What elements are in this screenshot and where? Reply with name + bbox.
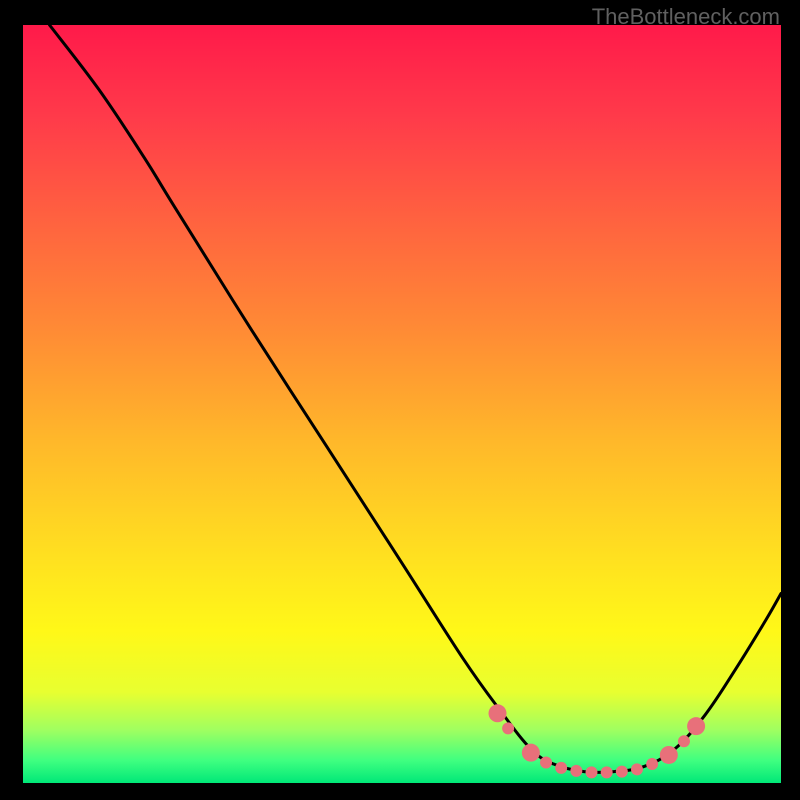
marker-point	[601, 766, 613, 778]
marker-point	[555, 762, 567, 774]
gradient-background	[23, 25, 781, 783]
marker-point	[502, 722, 514, 734]
bottleneck-chart	[23, 25, 781, 783]
marker-point	[540, 757, 552, 769]
marker-point	[616, 766, 628, 778]
marker-point	[522, 744, 540, 762]
marker-point	[687, 717, 705, 735]
marker-point	[570, 765, 582, 777]
marker-point	[660, 746, 678, 764]
marker-point	[646, 758, 658, 770]
chart-svg	[23, 25, 781, 783]
marker-point	[489, 704, 507, 722]
marker-point	[678, 735, 690, 747]
marker-point	[631, 763, 643, 775]
marker-point	[586, 766, 598, 778]
